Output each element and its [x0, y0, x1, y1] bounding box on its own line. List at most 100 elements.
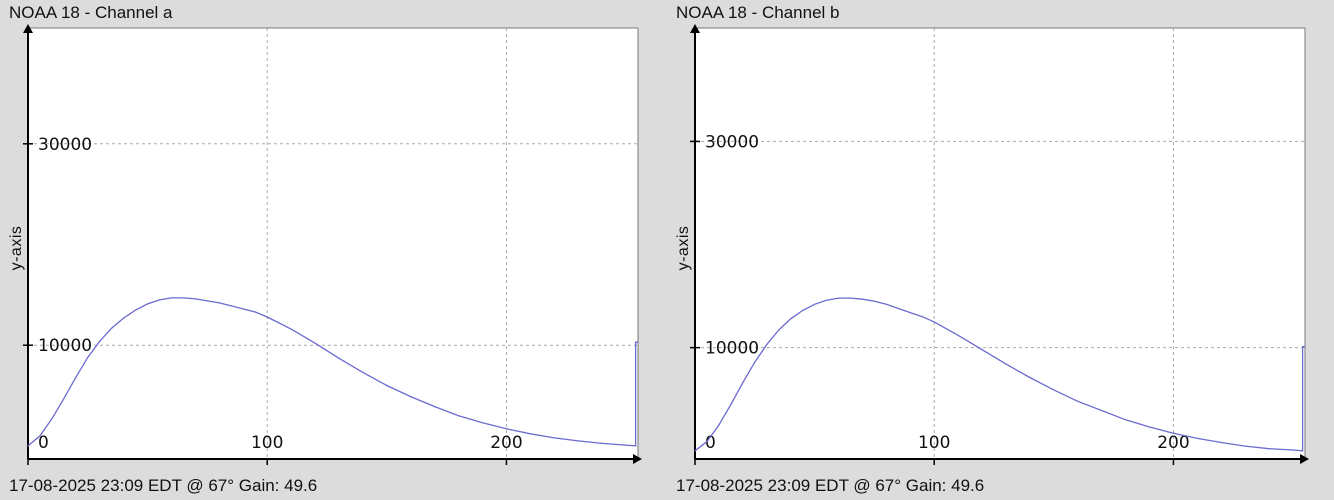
data-point — [635, 341, 637, 343]
y-tick-label: 30000 — [38, 135, 92, 155]
x-axis-arrow-icon — [1300, 454, 1309, 464]
data-point — [921, 316, 923, 318]
data-point — [51, 418, 53, 420]
data-point — [218, 302, 220, 304]
data-point — [182, 297, 185, 299]
x-tick-label: 200 — [490, 433, 522, 453]
chart-panel-channel-a: NOAA 18 - Channel a y-axis 0 100 200 10000 3… — [8, 3, 642, 495]
data-point — [718, 424, 720, 426]
data-point — [577, 440, 579, 442]
data-point — [802, 309, 804, 312]
data-point — [742, 382, 744, 384]
data-point — [230, 305, 232, 307]
data-point — [314, 342, 316, 344]
data-point — [754, 361, 756, 363]
chart-title: NOAA 18 - Channel b — [676, 3, 840, 22]
data-point — [242, 308, 244, 310]
data-point — [362, 371, 364, 373]
data-point — [458, 415, 460, 417]
data-point — [39, 435, 41, 437]
data-point — [1101, 409, 1103, 412]
x-tick-label: 100 — [918, 433, 950, 453]
x-tick-label: 0 — [38, 433, 49, 453]
data-point — [159, 299, 161, 301]
data-point — [1302, 346, 1304, 348]
data-point — [625, 444, 627, 446]
data-point — [1304, 346, 1306, 348]
chart-footer: 17-08-2025 23:09 EDT @ 67° Gain: 49.6 — [676, 476, 985, 495]
chart-title: NOAA 18 - Channel a — [9, 3, 173, 22]
data-point — [87, 356, 89, 358]
data-point — [1196, 437, 1198, 439]
data-point — [1029, 376, 1031, 379]
y-tick-label: 10000 — [705, 339, 759, 359]
data-point — [123, 317, 125, 319]
data-point — [826, 299, 828, 301]
data-point — [706, 440, 708, 443]
data-point — [790, 318, 792, 320]
data-point — [529, 433, 532, 435]
data-point — [1005, 363, 1007, 365]
data-point — [63, 398, 65, 400]
data-point — [1172, 432, 1174, 434]
data-point — [1220, 441, 1222, 444]
plot-area — [695, 28, 1305, 459]
data-point — [1053, 389, 1055, 391]
data-point — [481, 422, 484, 424]
y-axis-arrow-icon — [23, 24, 33, 33]
x-tick-label: 100 — [251, 433, 283, 453]
data-point — [170, 297, 173, 299]
data-point — [266, 316, 268, 318]
data-point — [933, 321, 935, 323]
data-point — [194, 298, 197, 300]
data-point — [254, 311, 256, 313]
data-point — [111, 327, 113, 329]
chart-footer: 17-08-2025 23:09 EDT @ 67° Gain: 49.6 — [9, 476, 318, 495]
data-point — [1244, 445, 1246, 447]
y-axis-arrow-icon — [690, 24, 700, 33]
data-point — [27, 445, 29, 447]
data-point — [873, 300, 875, 302]
data-point — [135, 309, 137, 311]
data-point — [206, 300, 208, 302]
data-point — [410, 396, 412, 398]
data-point — [1148, 426, 1151, 428]
x-axis-arrow-icon — [633, 454, 642, 464]
chart-panel-channel-b: NOAA 18 - Channel b y-axis 0 100 200 10000 3… — [667, 0, 1334, 500]
data-point — [75, 376, 77, 378]
data-point — [505, 428, 507, 430]
data-point — [981, 349, 983, 351]
data-point — [814, 303, 816, 305]
data-point — [730, 403, 732, 405]
data-point — [635, 445, 637, 447]
data-point — [909, 312, 911, 314]
data-point — [849, 297, 852, 299]
data-point — [1302, 450, 1304, 452]
data-point — [386, 384, 388, 387]
data-point — [637, 341, 639, 343]
data-point — [147, 303, 149, 305]
data-point — [1125, 419, 1127, 421]
plot-area — [28, 28, 638, 459]
data-point — [434, 406, 436, 408]
data-point — [957, 334, 959, 336]
y-tick-label: 10000 — [38, 336, 92, 356]
data-point — [885, 303, 887, 305]
chart-plot-channel-b: 0 100 200 10000 30000 — [690, 24, 1309, 465]
data-point — [1292, 449, 1294, 451]
data-point — [837, 297, 840, 299]
data-point — [601, 442, 603, 444]
data-point — [1268, 448, 1270, 450]
data-point — [861, 298, 864, 300]
data-point — [694, 450, 696, 452]
data-point — [766, 343, 768, 346]
y-tick-label: 30000 — [705, 132, 759, 152]
data-point — [99, 340, 101, 342]
chart-plot-channel-a: 0 100 200 10000 30000 — [23, 24, 642, 465]
x-tick-label: 0 — [705, 433, 716, 453]
data-point — [553, 437, 555, 439]
data-point — [338, 357, 340, 359]
x-tick-label: 200 — [1157, 433, 1189, 453]
data-point — [897, 307, 899, 310]
